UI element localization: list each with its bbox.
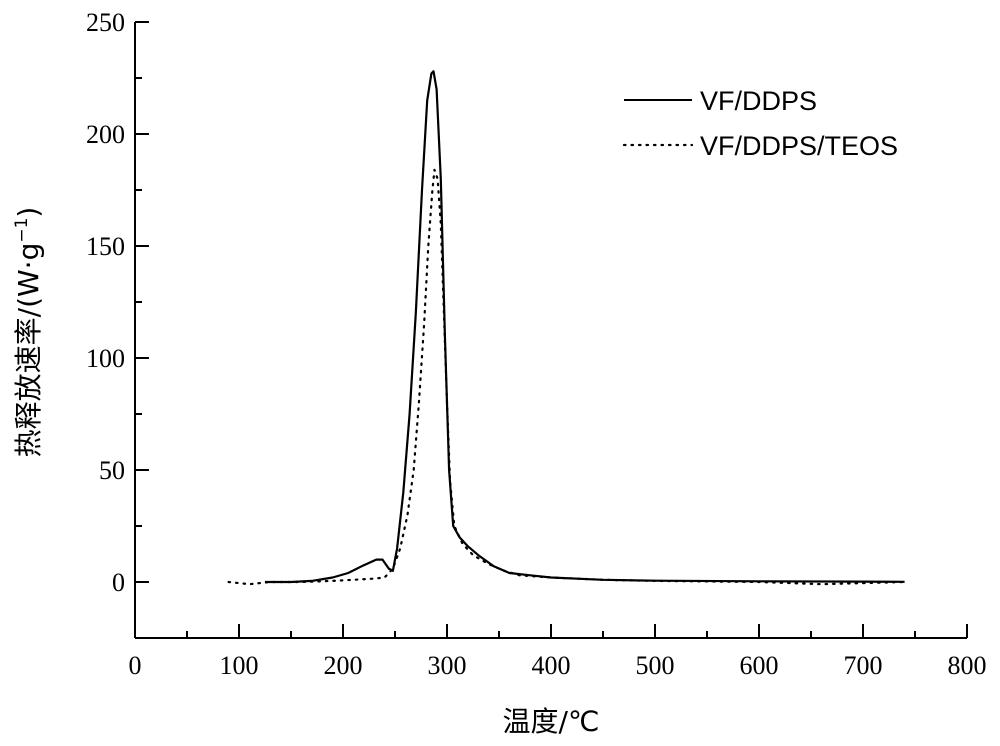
y-tick-label: 0	[112, 568, 125, 597]
y-tick-label: 150	[86, 232, 125, 261]
y-axis-ticks: 0 50 100 150 200 250	[86, 8, 149, 639]
plot-frame	[134, 22, 967, 639]
y-axis-title-superscript: −1	[12, 218, 32, 243]
x-tick-label: 800	[948, 651, 987, 680]
series-line-vf-ddps-teos	[227, 168, 906, 586]
legend: VF/DDPS VF/DDPS/TEOS	[622, 86, 898, 161]
x-tick-label: 200	[324, 651, 363, 680]
y-tick-label: 50	[99, 456, 125, 485]
x-tick-label: 300	[428, 651, 467, 680]
legend-label-vf-ddps: VF/DDPS	[700, 86, 817, 116]
x-axis-title: 温度/℃	[503, 705, 600, 738]
y-tick-label: 100	[86, 344, 125, 373]
y-axis-title-close: )	[12, 207, 45, 218]
x-tick-label: 400	[532, 651, 571, 680]
x-tick-label: 0	[129, 651, 142, 680]
series-line-vf-ddps	[265, 70, 905, 584]
x-tick-label: 700	[844, 651, 883, 680]
x-axis-ticks: 0 100 200 300 400 500 600 700 800	[129, 624, 987, 680]
series-layer	[227, 70, 906, 586]
y-tick-label: 250	[86, 8, 125, 37]
legend-label-vf-ddps-teos: VF/DDPS/TEOS	[700, 131, 898, 161]
y-axis-title-main: 热释放速率/(W·g	[12, 243, 45, 458]
y-tick-label: 200	[86, 120, 125, 149]
x-tick-label: 500	[636, 651, 675, 680]
x-tick-label: 600	[740, 651, 779, 680]
y-axis-title: 热释放速率/(W·g−1)	[12, 207, 45, 458]
x-tick-label: 100	[220, 651, 259, 680]
